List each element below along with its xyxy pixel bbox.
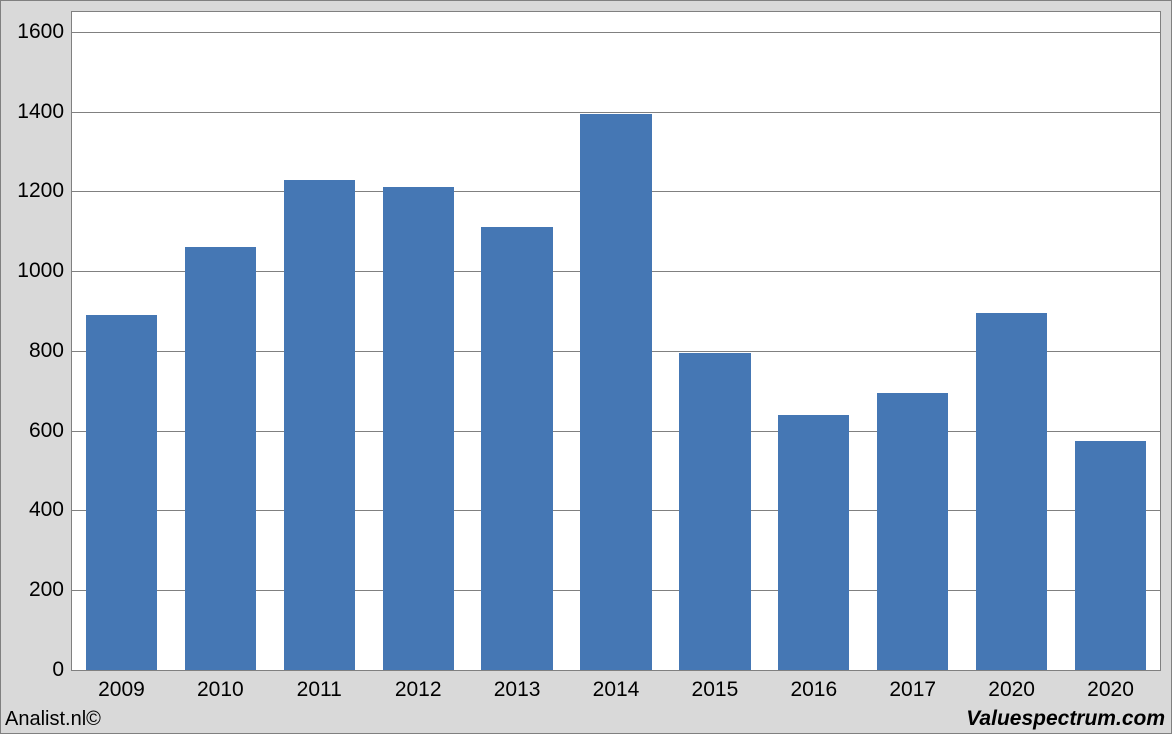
x-axis-label: 2014: [593, 670, 640, 702]
y-axis-label: 1000: [17, 259, 72, 283]
x-axis-label: 2009: [98, 670, 145, 702]
y-axis-label: 1600: [17, 20, 72, 44]
bar: [877, 393, 948, 670]
bar: [383, 187, 454, 670]
x-axis-label: 2012: [395, 670, 442, 702]
y-axis-label: 400: [29, 498, 72, 522]
x-axis-label: 2016: [790, 670, 837, 702]
gridline: [72, 32, 1160, 33]
bar: [481, 227, 552, 670]
footer-right: Valuespectrum.com: [966, 707, 1165, 731]
x-axis-label: 2020: [988, 670, 1035, 702]
x-axis-label: 2010: [197, 670, 244, 702]
bar: [580, 114, 651, 670]
footer-left: Analist.nl©: [5, 708, 101, 731]
bar: [284, 180, 355, 671]
y-axis-label: 200: [29, 578, 72, 602]
x-axis-label: 2013: [494, 670, 541, 702]
y-axis-label: 1400: [17, 100, 72, 124]
y-axis-label: 1200: [17, 179, 72, 203]
y-axis-label: 800: [29, 339, 72, 363]
gridline: [72, 112, 1160, 113]
chart-frame: 0 200 400 600 800 1000 1200 1400 1600 2009 2010 201…: [0, 0, 1172, 734]
y-axis-label: 0: [52, 658, 72, 682]
bar: [679, 353, 750, 670]
y-axis-label: 600: [29, 419, 72, 443]
x-axis-label: 2011: [297, 670, 342, 702]
x-axis-label: 2017: [889, 670, 936, 702]
bar: [976, 313, 1047, 670]
bar: [778, 415, 849, 670]
bar: [86, 315, 157, 670]
bar: [1075, 441, 1146, 670]
x-axis-label: 2015: [692, 670, 739, 702]
bar: [185, 247, 256, 670]
x-axis-label: 2020: [1087, 670, 1134, 702]
plot-area: 0200400600800100012001400160020092010201…: [71, 11, 1161, 671]
